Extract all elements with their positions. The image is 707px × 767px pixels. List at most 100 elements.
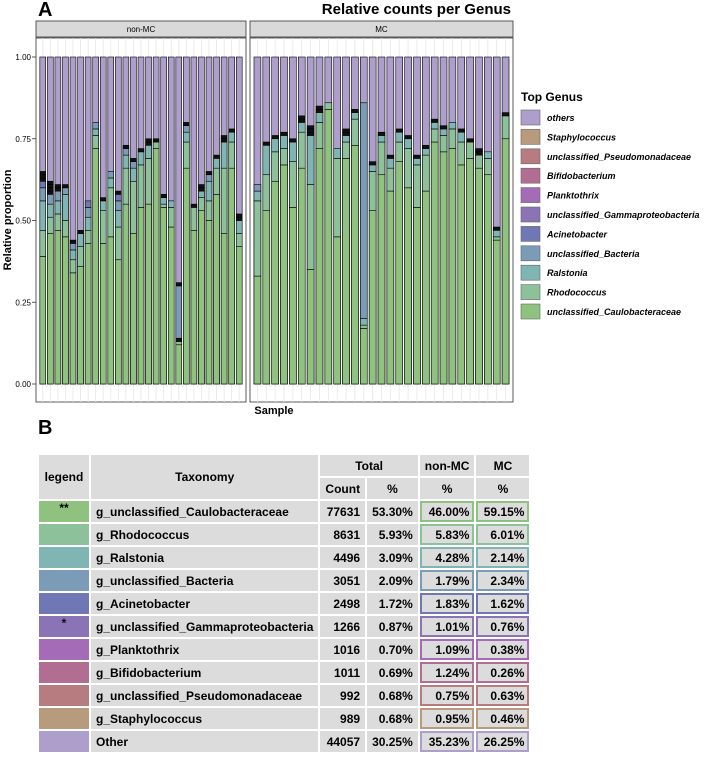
bar-segment bbox=[39, 187, 47, 202]
bar-segment bbox=[167, 207, 175, 228]
bar-segment bbox=[205, 200, 213, 221]
bar-segment bbox=[439, 128, 448, 136]
bar-segment bbox=[484, 174, 492, 385]
bar-segment bbox=[54, 190, 62, 202]
mc-pct-cell: 1.62% bbox=[476, 593, 530, 614]
bar-segment bbox=[198, 197, 205, 211]
count-cell: 1266 bbox=[320, 616, 366, 637]
legend-color-cell bbox=[39, 570, 89, 591]
bar-segment bbox=[190, 230, 198, 385]
bar-segment bbox=[198, 187, 205, 192]
total-pct-cell: 30.25% bbox=[367, 731, 418, 752]
bar-segment bbox=[289, 138, 297, 143]
bar-segment bbox=[271, 151, 279, 182]
bar-segment bbox=[439, 151, 448, 385]
bar-segment bbox=[145, 144, 152, 159]
facet-strip bbox=[249, 20, 514, 38]
table-row: g_Rhodococcus 8631 5.93% 5.83% 6.01% bbox=[39, 524, 530, 545]
bar-segment bbox=[62, 187, 69, 195]
bar-segment bbox=[430, 128, 439, 143]
mc-pct-cell: 6.01% bbox=[476, 524, 530, 545]
bar-segment bbox=[92, 148, 99, 385]
bar-segment bbox=[213, 154, 220, 159]
bar-segment bbox=[280, 135, 288, 149]
bar-segment bbox=[324, 109, 333, 385]
bar-segment bbox=[262, 141, 271, 146]
bar-segment bbox=[39, 200, 47, 231]
total-pct-cell: 53.30% bbox=[367, 501, 418, 522]
header-taxonomy: Taxonomy bbox=[91, 455, 319, 499]
bar-segment bbox=[62, 220, 69, 238]
bar-segment bbox=[253, 190, 262, 202]
bar-segment bbox=[47, 190, 54, 195]
bar-segment bbox=[413, 164, 421, 208]
bar-segment bbox=[253, 275, 262, 385]
legend-swatch bbox=[520, 206, 541, 223]
bar-segment bbox=[422, 154, 430, 192]
mc-pct-cell: 0.63% bbox=[476, 685, 530, 706]
bar-segment bbox=[342, 135, 350, 143]
bar-segment bbox=[115, 200, 122, 211]
bar-segment bbox=[386, 167, 395, 192]
bar-segment bbox=[152, 141, 160, 149]
legend-swatch bbox=[520, 109, 541, 126]
legend-color-cell bbox=[39, 524, 89, 545]
taxonomy-cell: g_Staphylococcus bbox=[91, 708, 319, 729]
legend-swatch bbox=[520, 129, 541, 145]
table-row: ** g_unclassified_Caulobacteraceae 77631 53… bbox=[39, 501, 530, 522]
count-cell: 44057 bbox=[320, 731, 366, 752]
bar-segment bbox=[145, 203, 152, 385]
bar-segment bbox=[137, 164, 145, 208]
table-row: * g_unclassified_Gammaproteobacteria 1266 0… bbox=[39, 616, 530, 637]
bar-segment bbox=[39, 256, 47, 385]
bar-segment bbox=[413, 158, 421, 166]
legend-color-cell bbox=[39, 731, 89, 752]
facet-strip bbox=[35, 20, 247, 38]
non-mc-pct-cell: 0.95% bbox=[419, 708, 475, 729]
bar-segment bbox=[235, 220, 243, 234]
bar-segment bbox=[475, 154, 483, 169]
bar-segment bbox=[198, 190, 205, 198]
bar-segment bbox=[130, 158, 137, 162]
legend-label: unclassified_Pseudomonadaceae bbox=[547, 152, 691, 162]
legend-swatch bbox=[520, 284, 541, 300]
bar-segment bbox=[77, 230, 84, 234]
bar-segment bbox=[492, 230, 501, 238]
bar-segment bbox=[395, 131, 403, 143]
bar-segment bbox=[130, 161, 137, 169]
bar-segment bbox=[69, 243, 77, 251]
table-row: g_Planktothrix 1016 0.70% 1.09% 0.38% bbox=[39, 639, 530, 660]
bar-segment bbox=[466, 158, 474, 385]
bar-segment bbox=[62, 194, 69, 221]
bar-segment bbox=[475, 148, 483, 153]
bar-segment bbox=[39, 177, 47, 182]
count-cell: 989 bbox=[320, 708, 366, 729]
bar-segment bbox=[220, 141, 228, 169]
bar-segment bbox=[175, 282, 183, 287]
bar-segment bbox=[422, 190, 430, 385]
bar-segment bbox=[315, 148, 324, 385]
bar-segment bbox=[84, 200, 92, 208]
bar-segment bbox=[448, 128, 457, 149]
bar-segment bbox=[77, 233, 84, 247]
table-body: ** g_unclassified_Caulobacteraceae 77631 53… bbox=[39, 501, 530, 752]
taxonomy-cell: g_Rhodococcus bbox=[91, 524, 319, 545]
bar-segment bbox=[145, 158, 152, 205]
bar-segment bbox=[62, 236, 69, 385]
bar-segment bbox=[306, 131, 315, 136]
bar-segment bbox=[47, 180, 54, 185]
x-axis-label: Sample bbox=[254, 405, 293, 417]
bar-segment bbox=[253, 184, 262, 192]
legend-color-cell bbox=[39, 662, 89, 683]
bar-segment bbox=[198, 210, 205, 385]
mc-pct-cell: 0.46% bbox=[476, 708, 530, 729]
bar-segment bbox=[228, 141, 235, 169]
bar-segment bbox=[84, 243, 92, 385]
total-pct-cell: 0.70% bbox=[367, 639, 418, 660]
y-tick-label: 0.00 bbox=[15, 380, 31, 389]
bar-segment bbox=[152, 148, 160, 385]
bar-segment bbox=[351, 112, 359, 120]
bar-segment bbox=[54, 230, 62, 385]
bar-segment bbox=[84, 216, 92, 231]
bar-segment bbox=[77, 246, 84, 267]
